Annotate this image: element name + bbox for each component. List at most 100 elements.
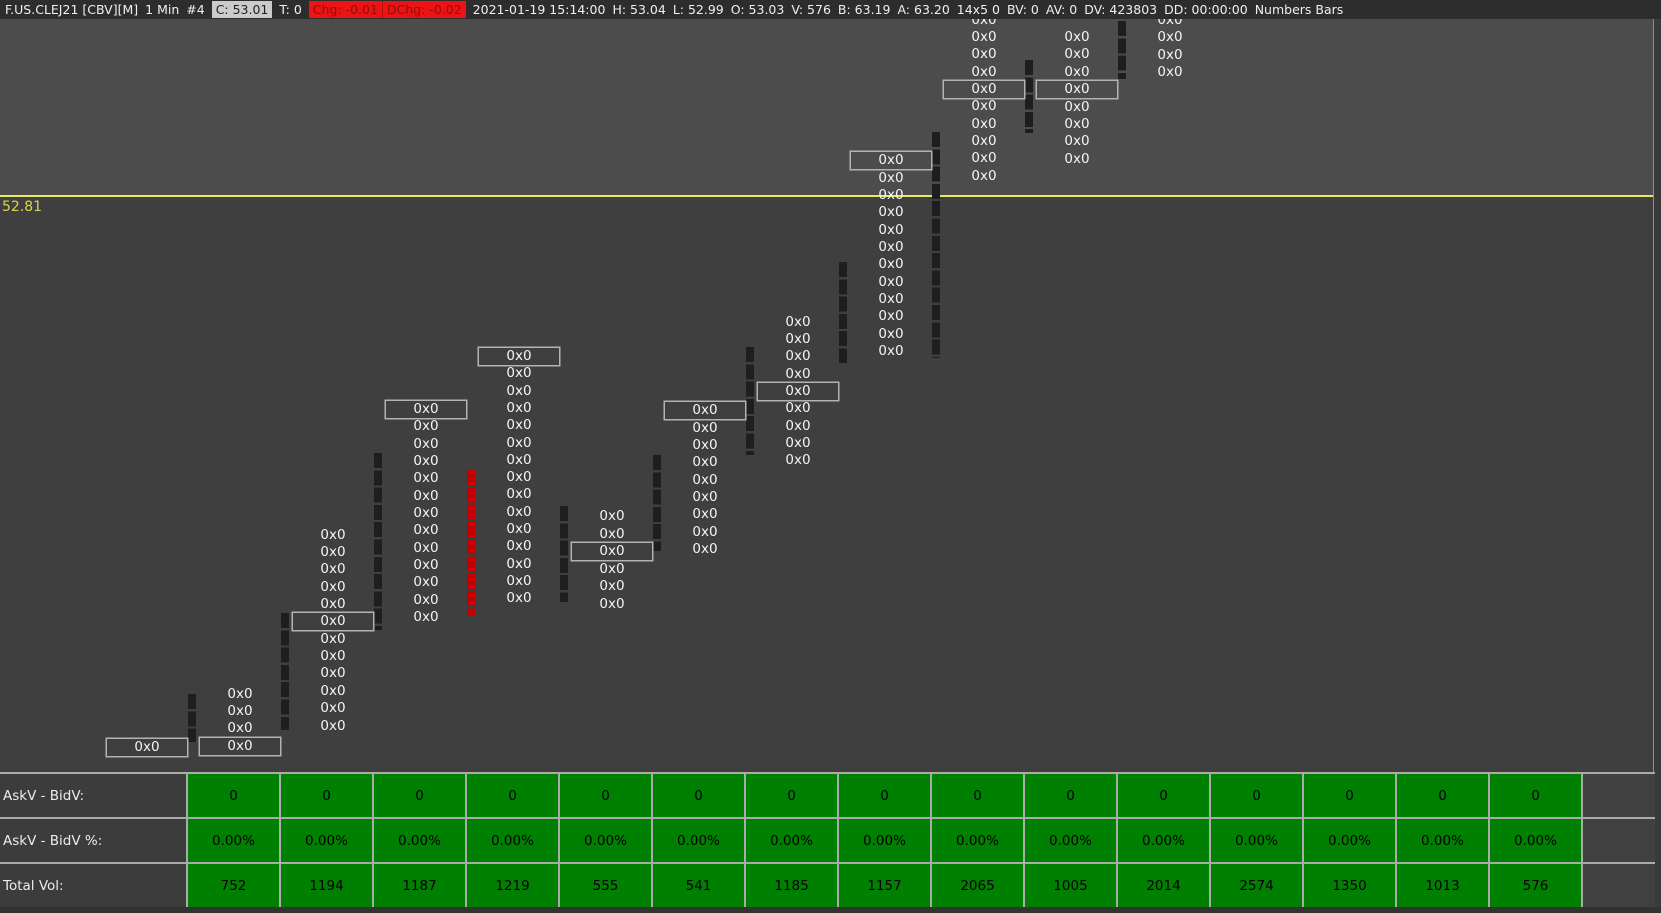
table-value-cell: 0.00% <box>374 819 467 862</box>
table-value-cell: 0 <box>1025 774 1118 817</box>
table-value-cell: 0.00% <box>1211 819 1304 862</box>
numbers-cell: 0x0 <box>692 489 718 505</box>
numbers-cell: 0x0 <box>878 343 904 359</box>
numbers-cell: 0x0 <box>506 452 532 468</box>
table-value-cell: 0.00% <box>1304 819 1397 862</box>
last-price-label: 52.81 <box>2 199 43 215</box>
numbers-cell: 0x0 <box>413 540 439 556</box>
numbers-cell-highlighted: 0x0 <box>758 383 838 400</box>
numbers-cell: 0x0 <box>785 400 811 416</box>
numbers-cell: 0x0 <box>599 596 625 612</box>
table-value-cell: 1350 <box>1304 864 1397 907</box>
table-value-cell: 0.00% <box>839 819 932 862</box>
numbers-cell: 0x0 <box>599 561 625 577</box>
numbers-cell: 0x0 <box>506 504 532 520</box>
numbers-cell: 0x0 <box>878 239 904 255</box>
title-segment: H: 53.04 <box>612 2 666 17</box>
title-segment: Numbers Bars <box>1254 2 1344 17</box>
numbers-cell: 0x0 <box>506 365 532 381</box>
table-value-cell: 0 <box>932 774 1025 817</box>
table-value-cell: 0.00% <box>560 819 653 862</box>
title-segment: 2021-01-19 15:14:00 <box>472 2 606 17</box>
numbers-cell: 0x0 <box>320 665 346 681</box>
candle-bar-red <box>467 470 475 615</box>
numbers-cell: 0x0 <box>320 544 346 560</box>
table-value-cell: 0 <box>746 774 839 817</box>
numbers-cell: 0x0 <box>413 557 439 573</box>
table-value-cell: 0 <box>839 774 932 817</box>
table-value-cell: 0.00% <box>1025 819 1118 862</box>
title-segment: T: 0 <box>279 2 302 17</box>
candle-bar <box>932 132 940 358</box>
table-row-label: Total Vol: <box>0 864 188 907</box>
title-segment: DChg: -0.02 <box>381 1 466 18</box>
numbers-cell: 0x0 <box>1064 99 1090 115</box>
table-value-cell: 0 <box>1118 774 1211 817</box>
numbers-cell: 0x0 <box>320 683 346 699</box>
numbers-cell: 0x0 <box>320 561 346 577</box>
title-segment: B: 63.19 <box>837 2 891 17</box>
table-value-cell: 576 <box>1490 864 1583 907</box>
candle-bar <box>653 455 661 551</box>
numbers-cell: 0x0 <box>413 505 439 521</box>
numbers-cell-highlighted: 0x0 <box>1037 81 1117 98</box>
table-row-label: AskV - BidV %: <box>0 819 188 862</box>
title-segment: L: 52.99 <box>672 2 724 17</box>
table-value-cell: 555 <box>560 864 653 907</box>
table-value-cell: 0.00% <box>746 819 839 862</box>
numbers-cell: 0x0 <box>971 168 997 184</box>
table-value-cell: 0.00% <box>1397 819 1490 862</box>
table-value-cell: 2065 <box>932 864 1025 907</box>
table-row: AskV - BidV: 0 0 0 0 0 0 0 0 0 0 0 0 0 0 0 <box>0 774 1655 819</box>
title-segment: BV: 0 <box>1006 2 1039 17</box>
numbers-cell: 0x0 <box>971 29 997 45</box>
candle-bar <box>560 506 568 602</box>
table-value-cell: 0 <box>560 774 653 817</box>
title-segment: V: 576 <box>791 2 831 17</box>
table-value-cell: 1219 <box>467 864 560 907</box>
numbers-cell: 0x0 <box>413 574 439 590</box>
title-segment: DD: 00:00:00 <box>1164 2 1248 17</box>
title-segment: 1 Min <box>145 2 180 17</box>
table-value-cell: 0 <box>1490 774 1583 817</box>
numbers-cell: 0x0 <box>971 64 997 80</box>
table-value-cell: 0.00% <box>188 819 281 862</box>
numbers-cell: 0x0 <box>413 522 439 538</box>
candle-bar <box>1118 21 1126 79</box>
chart-right-margin <box>1654 19 1661 913</box>
numbers-cell: 0x0 <box>227 703 253 719</box>
numbers-cell-highlighted: 0x0 <box>851 152 931 169</box>
numbers-cell-highlighted: 0x0 <box>386 401 466 418</box>
numbers-cell: 0x0 <box>227 686 253 702</box>
numbers-cell: 0x0 <box>413 488 439 504</box>
table-value-cell: 1013 <box>1397 864 1490 907</box>
numbers-cell: 0x0 <box>506 538 532 554</box>
numbers-cell: 0x0 <box>413 418 439 434</box>
table-value-cell: 0.00% <box>281 819 374 862</box>
title-segment: F.US.CLEJ21 [CBV][M] <box>5 2 139 17</box>
numbers-cell: 0x0 <box>692 524 718 540</box>
table-value-cell: 0 <box>1397 774 1490 817</box>
numbers-cell: 0x0 <box>599 578 625 594</box>
numbers-cell: 0x0 <box>1157 29 1183 45</box>
numbers-cell: 0x0 <box>599 526 625 542</box>
bottom-partial-row <box>0 907 1661 913</box>
numbers-cell: 0x0 <box>506 469 532 485</box>
numbers-cell: 0x0 <box>320 631 346 647</box>
numbers-cell: 0x0 <box>413 592 439 608</box>
numbers-cell: 0x0 <box>227 720 253 736</box>
chart-upper-region <box>0 0 1661 196</box>
numbers-cell: 0x0 <box>692 472 718 488</box>
numbers-cell: 0x0 <box>878 291 904 307</box>
numbers-cell: 0x0 <box>506 435 532 451</box>
table-value-cell: 0 <box>467 774 560 817</box>
numbers-cell: 0x0 <box>785 418 811 434</box>
table-value-cell: 0.00% <box>1490 819 1583 862</box>
numbers-cell: 0x0 <box>971 98 997 114</box>
title-segment: C: 53.01 <box>211 1 273 18</box>
table-value-cell: 2014 <box>1118 864 1211 907</box>
table-row-label: AskV - BidV: <box>0 774 188 817</box>
table-value-cell: 0 <box>1304 774 1397 817</box>
